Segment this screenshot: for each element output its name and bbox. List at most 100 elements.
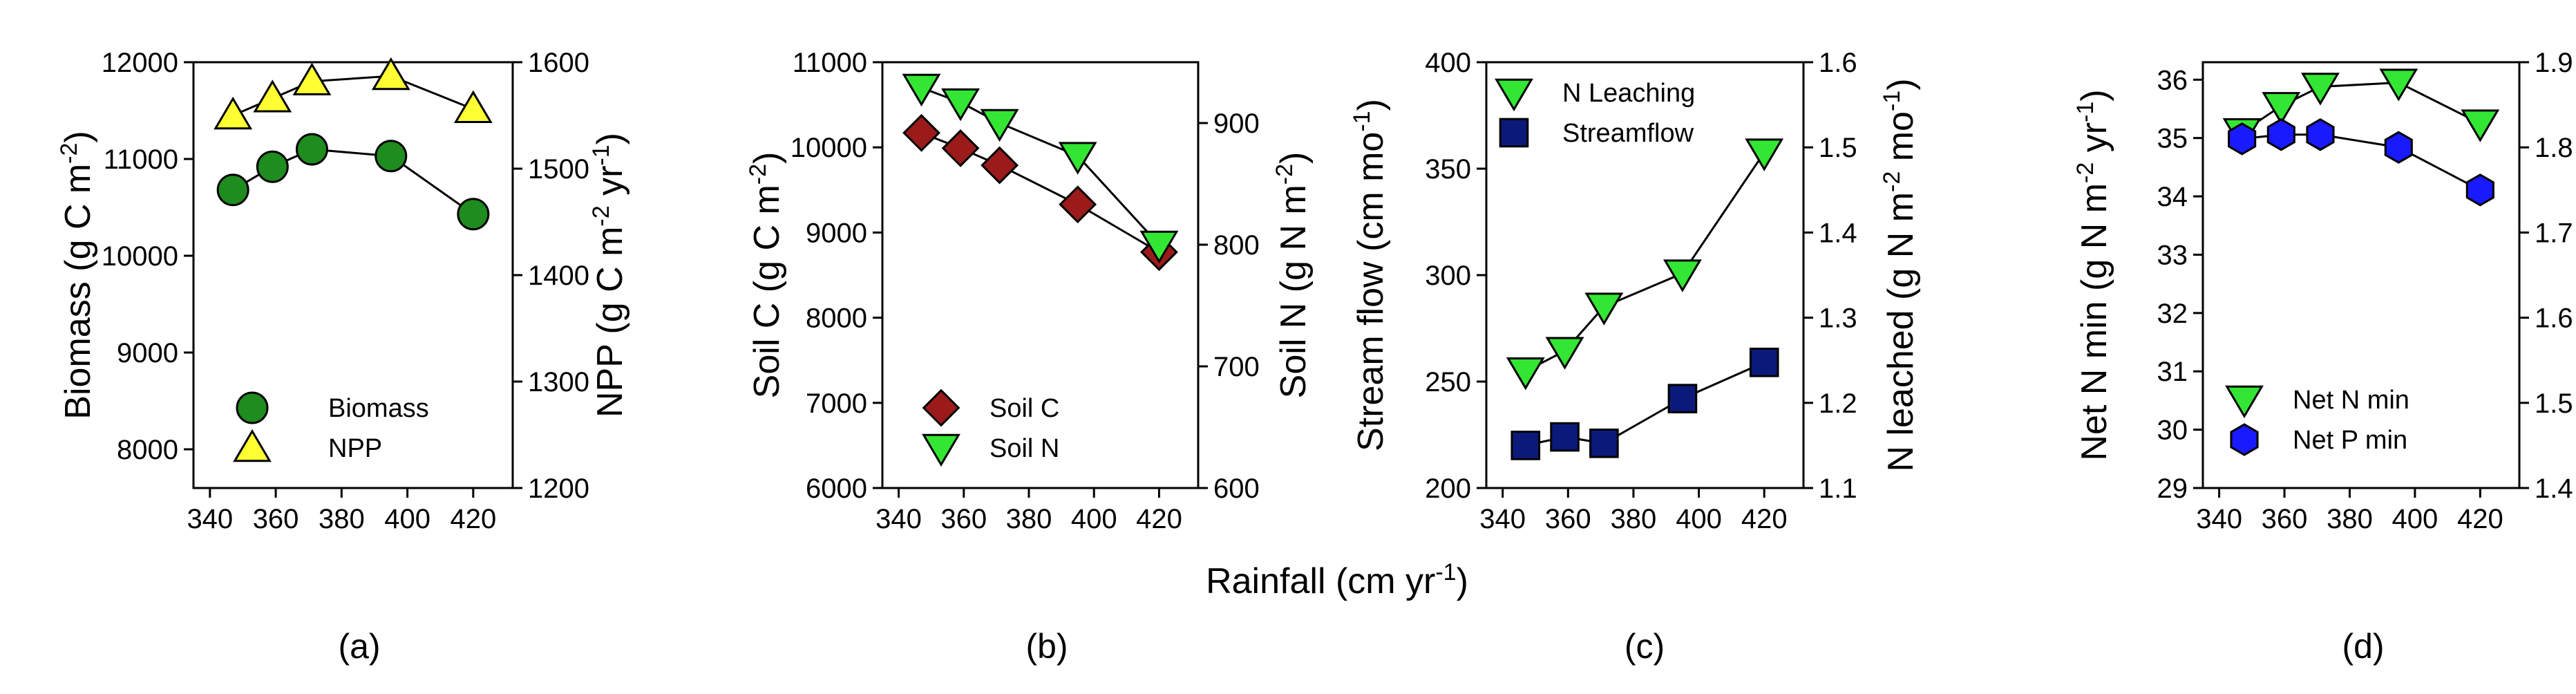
x-tick-label: 360 <box>253 504 299 534</box>
legend: N Leaching Streamflow <box>1495 78 1695 148</box>
legend-item-soil-n: Soil N <box>922 433 1059 467</box>
shared-x-axis-label: Rainfall (cm yr-1) <box>1206 559 1468 601</box>
left-y-tick-label: 29 <box>2157 473 2188 504</box>
data-point-npp <box>453 90 493 123</box>
legend-label-net-p-min: Net P min <box>2293 426 2407 455</box>
data-point-n-leaching <box>1663 259 1702 292</box>
data-point-biomass <box>457 198 490 231</box>
left-y-tick-label: 350 <box>1425 154 1471 185</box>
left-y-axis-label: Soil C (g C m-2) <box>745 152 787 399</box>
data-point-soil-c <box>902 113 940 152</box>
x-tick-label: 340 <box>2196 504 2242 534</box>
panel-label: (a) <box>338 627 380 666</box>
left-y-tick-label: 32 <box>2157 299 2188 329</box>
left-y-tick-label: 9000 <box>806 218 867 248</box>
x-tick-label: 380 <box>1006 504 1052 534</box>
x-tick-label: 420 <box>1741 504 1788 534</box>
data-point-biomass <box>256 150 289 183</box>
left-y-tick-label: 36 <box>2157 65 2188 95</box>
legend-item-biomass: Biomass <box>236 391 429 424</box>
data-point-biomass <box>295 133 328 166</box>
right-y-tick-label: 1200 <box>528 473 589 504</box>
right-y-tick-label: 1.4 <box>2535 473 2573 504</box>
left-y-tick-label: 400 <box>1425 48 1471 78</box>
panel-label: (b) <box>1025 627 1068 666</box>
right-y-tick-label: 1.7 <box>2535 218 2573 248</box>
data-point-soil-n <box>1139 230 1179 264</box>
left-y-tick-label: 12000 <box>102 48 178 78</box>
data-point-net-p-min <box>2465 174 2494 207</box>
legend-item-soil-c: Soil C <box>922 388 1059 427</box>
right-y-tick-label: 700 <box>1213 352 1260 382</box>
right-y-tick-label: 1500 <box>528 154 589 185</box>
legend-marker-soil-c <box>922 388 960 427</box>
legend-item-net-n-min: Net N min <box>2225 385 2409 419</box>
legend-label-n-leaching: N Leaching <box>1562 79 1695 108</box>
x-tick-label: 420 <box>450 504 496 534</box>
x-tick-label: 360 <box>2262 504 2308 534</box>
panel-label: (d) <box>2342 627 2384 666</box>
x-tick-label: 340 <box>1479 504 1526 534</box>
data-point-streamflow <box>1550 422 1580 452</box>
data-point-n-leaching <box>1745 138 1784 171</box>
left-y-tick-label: 200 <box>1425 473 1471 504</box>
legend-item-n-leaching: N Leaching <box>1495 78 1695 112</box>
right-y-tick-label: 1.2 <box>1819 388 1857 419</box>
data-point-streamflow <box>1667 384 1698 413</box>
x-tick-label: 340 <box>187 504 233 534</box>
panel-c: 340 360 380 400 420 200 250 300 350 400 1.1 1.2 1.3 1… <box>1349 48 1921 666</box>
right-y-tick-label: 900 <box>1213 109 1260 139</box>
x-tick-label: 380 <box>1611 504 1657 534</box>
data-point-net-n-min <box>2262 92 2301 125</box>
data-point-streamflow <box>1510 431 1541 460</box>
series-n-leaching <box>1506 138 1784 391</box>
data-point-npp <box>253 79 292 113</box>
legend-marker-soil-n <box>922 433 960 467</box>
left-y-tick-label: 34 <box>2157 182 2188 212</box>
legend-label-soil-n: Soil N <box>989 434 1059 463</box>
data-point-streamflow <box>1749 347 1779 377</box>
series-net-p-min <box>2228 118 2494 207</box>
series-biomass <box>216 133 490 231</box>
data-point-n-leaching <box>1506 357 1545 391</box>
legend-item-net-p-min: Net P min <box>2230 423 2407 456</box>
left-y-tick-label: 6000 <box>806 473 867 504</box>
data-point-npp <box>292 62 332 95</box>
left-y-tick-label: 7000 <box>806 388 867 419</box>
data-point-soil-n <box>980 109 1019 142</box>
legend-marker-npp <box>233 429 272 462</box>
right-y-tick-label: 1400 <box>528 261 589 291</box>
legend-item-streamflow: Streamflow <box>1499 118 1694 148</box>
right-y-tick-label: 1.4 <box>1819 218 1857 248</box>
data-point-net-p-min <box>2228 122 2257 156</box>
x-tick-label: 360 <box>1545 504 1591 534</box>
data-point-soil-n <box>902 73 941 107</box>
right-y-tick-label: 1.3 <box>1819 303 1857 334</box>
data-point-biomass <box>216 174 249 207</box>
legend-item-npp: NPP <box>233 429 382 463</box>
plot-frame <box>2201 61 2521 489</box>
data-point-net-p-min <box>2384 131 2413 164</box>
right-y-tick-label: 1300 <box>528 367 589 397</box>
legend-label-streamflow: Streamflow <box>1562 119 1694 148</box>
left-y-tick-label: 10000 <box>102 241 178 272</box>
legend: Net N min Net P min <box>2225 385 2409 456</box>
left-y-tick-label: 35 <box>2157 124 2188 154</box>
legend-label-biomass: Biomass <box>328 394 429 423</box>
right-y-tick-label: 1.8 <box>2535 133 2573 163</box>
data-point-net-p-min <box>2266 118 2295 151</box>
panel-d: 340 360 380 400 420 29 30 31 32 33 34 35 36 1.4 1.5 1.6… <box>2072 48 2573 666</box>
x-tick-label: 340 <box>875 504 922 534</box>
panel-b: 340 360 380 400 420 6000 7000 8000 9000 10000 1100… <box>745 48 1314 666</box>
data-point-soil-c <box>941 129 980 167</box>
series-soil-n <box>902 73 1179 264</box>
right-y-tick-label: 1.9 <box>2535 48 2573 78</box>
legend-marker-biomass <box>236 391 269 424</box>
left-y-tick-label: 10000 <box>790 133 867 163</box>
right-y-axis-label: NPP (g C m-2 yr-1) <box>588 133 630 418</box>
panel-a: 340 360 380 400 420 8000 9000 10000 11000 12000 12… <box>56 48 630 666</box>
right-y-tick-label: 800 <box>1213 230 1260 261</box>
data-point-npp <box>371 57 410 91</box>
data-point-npp <box>214 96 253 130</box>
